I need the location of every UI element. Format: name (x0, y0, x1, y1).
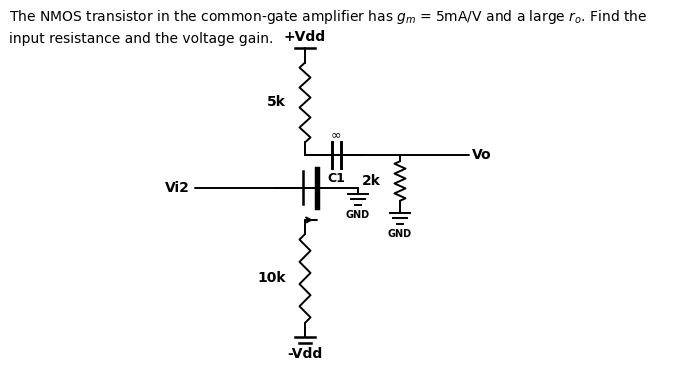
Text: Vo: Vo (472, 148, 491, 162)
Text: Vi2: Vi2 (165, 180, 190, 195)
Text: The NMOS transistor in the common-gate amplifier has $g_m$ = 5mA/V and a large $: The NMOS transistor in the common-gate a… (9, 8, 647, 26)
Text: +Vdd: +Vdd (284, 30, 326, 44)
Text: GND: GND (346, 210, 370, 219)
Text: 5k: 5k (267, 96, 286, 109)
Text: C1: C1 (327, 172, 345, 185)
Text: 10k: 10k (258, 272, 286, 285)
Text: 2k: 2k (362, 174, 381, 188)
Text: ∞: ∞ (331, 128, 341, 141)
Text: GND: GND (388, 229, 412, 239)
Text: input resistance and the voltage gain.: input resistance and the voltage gain. (9, 32, 274, 46)
Text: -Vdd: -Vdd (287, 347, 323, 361)
